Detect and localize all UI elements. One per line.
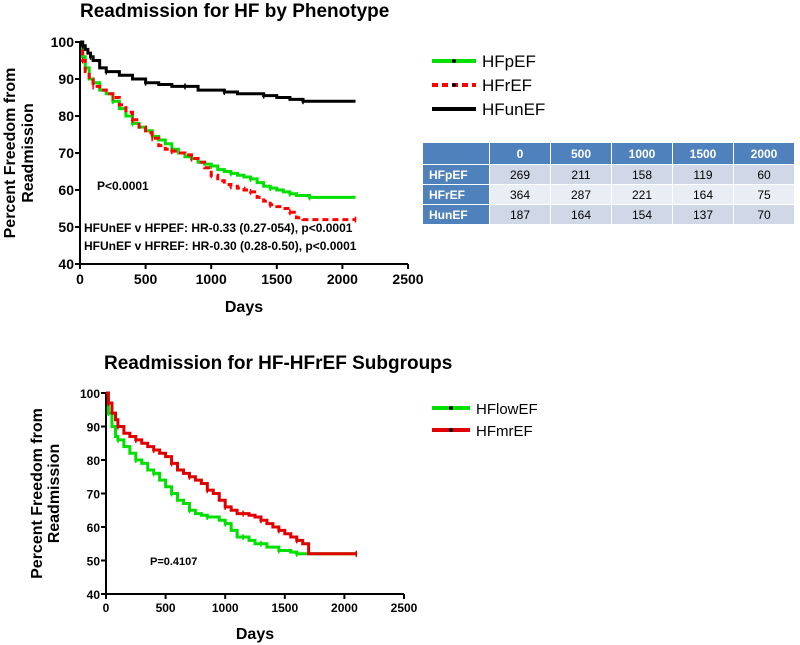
risk-table-col-header: 2000 (733, 142, 795, 165)
chart-title: Readmission for HF by Phenotype (80, 1, 389, 22)
y-axis-title: Percent Freedom fromReadmission (29, 408, 63, 579)
x-tick-label: 2000 (331, 601, 358, 615)
risk-table-col-header: 500 (550, 142, 612, 165)
x-tick-label: 0 (76, 271, 84, 287)
y-tick-label: 100 (51, 34, 75, 50)
y-tick-label: 40 (87, 588, 101, 602)
legend-marker (452, 59, 456, 63)
risk-table-row: HFpEF 269 211 158 119 60 (422, 164, 795, 185)
series-line-hfmref (106, 391, 357, 556)
risk-table-cell: 287 (550, 184, 612, 205)
risk-table-cell: 211 (550, 164, 612, 185)
risk-table-row-label: HFrEF (422, 184, 490, 205)
y-tick-label: 80 (87, 454, 101, 468)
x-tick-label: 0 (103, 601, 110, 615)
annotation: HFUnEF v HFPEF: HR-0.33 (0.27-054), p<0.… (84, 221, 353, 235)
series-line-hfref (80, 40, 356, 222)
legend-label: HFunEF (482, 100, 545, 119)
y-tick-label: 40 (58, 256, 74, 272)
risk-table-cell: 119 (672, 164, 734, 185)
number-at-risk-table: 0 500 1000 1500 2000 HFpEF 269 211 158 1… (422, 142, 795, 225)
risk-table-header-row: 0 500 1000 1500 2000 (422, 142, 795, 165)
x-tick-label: 1000 (196, 271, 227, 287)
risk-table-row: HFrEF 364 287 221 164 75 (422, 184, 795, 205)
x-axis-title: Days (225, 299, 263, 316)
risk-table-cell: 364 (489, 184, 551, 205)
risk-table-col-header: 0 (489, 142, 551, 165)
y-axis-title-line: Readmission (46, 444, 63, 544)
series-line-hfunef (80, 40, 356, 103)
risk-table-row-label: HunEF (422, 204, 490, 225)
risk-table-col-header: 1500 (672, 142, 734, 165)
x-tick-label: 1500 (271, 601, 298, 615)
risk-table-cell: 137 (672, 204, 734, 225)
legend-label: HFrEF (482, 76, 532, 95)
legend-label: HFlowEF (476, 401, 538, 418)
y-tick-label: 90 (87, 421, 101, 435)
risk-table-cell: 164 (672, 184, 734, 205)
risk-table-cell: 60 (733, 164, 795, 185)
x-tick-label: 500 (156, 601, 176, 615)
x-tick-label: 500 (134, 271, 158, 287)
x-tick-label: 2500 (392, 271, 423, 287)
y-tick-label: 60 (58, 182, 74, 198)
x-axis-title: Days (236, 626, 274, 643)
chart-hf-by-phenotype: Readmission for HF by Phenotype 0 500 1000 1… (2, 1, 545, 316)
y-axis-title: Percent Freedom fromReadmission (2, 68, 37, 239)
x-tick-label: 2000 (327, 271, 358, 287)
x-tick-label: 1500 (261, 271, 292, 287)
legend-label: HFmrEF (476, 423, 533, 440)
legend-marker (449, 406, 453, 410)
y-axis-title-line: Readmission (20, 103, 37, 203)
y-axis-title-line: Percent Freedom from (29, 408, 46, 579)
legend-marker (452, 107, 456, 111)
risk-table-cell: 187 (489, 204, 551, 225)
y-axis-title-line: Percent Freedom from (2, 68, 19, 239)
annotation: P=0.4107 (150, 556, 197, 568)
risk-table-row-label: HFpEF (422, 164, 490, 185)
y-tick-label: 50 (87, 555, 101, 569)
y-tick-label: 70 (87, 488, 101, 502)
y-tick-label: 60 (87, 521, 101, 535)
annotation: HFUnEF v HFREF: HR-0.30 (0.28-0.50), p<0… (84, 239, 357, 253)
risk-table-cell: 269 (489, 164, 551, 185)
y-tick-label: 50 (58, 219, 74, 235)
risk-table-col-header: 1000 (611, 142, 673, 165)
legend-marker (449, 428, 453, 432)
x-tick-label: 2500 (391, 601, 418, 615)
risk-table-corner (422, 142, 490, 165)
risk-table-cell: 75 (733, 184, 795, 205)
risk-table-cell: 154 (611, 204, 673, 225)
risk-table-row: HunEF 187 164 154 137 70 (422, 204, 795, 225)
y-tick-label: 90 (58, 71, 74, 87)
y-tick-label: 70 (58, 145, 74, 161)
y-tick-label: 100 (80, 387, 100, 401)
risk-table-cell: 70 (733, 204, 795, 225)
annotation: P<0.0001 (97, 179, 149, 193)
legend-marker (452, 83, 456, 87)
chart-title: Readmission for HF-HFrEF Subgroups (104, 353, 452, 374)
x-tick-label: 1000 (212, 601, 239, 615)
legend-label: HFpEF (482, 52, 536, 71)
risk-table-cell: 158 (611, 164, 673, 185)
risk-table-cell: 164 (550, 204, 612, 225)
chart-hfref-subgroups: Readmission for HF-HFrEF Subgroups 0 500 10… (29, 353, 538, 643)
risk-table-cell: 221 (611, 184, 673, 205)
series-line-hflowef (106, 391, 357, 556)
y-tick-label: 80 (58, 108, 74, 124)
